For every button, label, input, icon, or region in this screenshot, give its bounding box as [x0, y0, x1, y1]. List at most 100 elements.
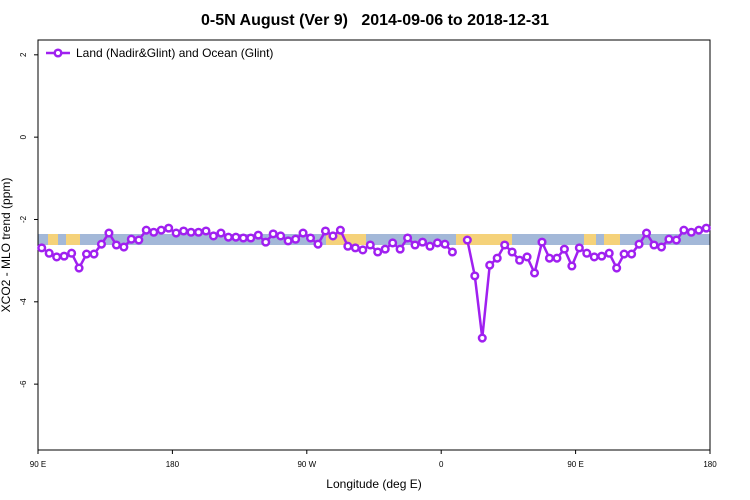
point	[589, 252, 599, 262]
point	[283, 236, 293, 246]
point	[156, 225, 166, 235]
legend-label: Land (Nadir&Glint) and Ocean (Glint)	[76, 46, 273, 60]
point	[67, 248, 77, 258]
point	[246, 233, 256, 243]
point	[373, 247, 383, 257]
point	[261, 237, 271, 247]
point	[37, 243, 47, 253]
point	[335, 225, 345, 235]
point	[305, 233, 316, 243]
point	[515, 255, 525, 265]
x-tick-label: 90 E	[567, 460, 583, 469]
point	[81, 249, 92, 259]
point	[447, 247, 457, 257]
y-tick-label: -4	[19, 298, 28, 306]
point	[686, 227, 696, 237]
point	[417, 237, 428, 247]
point	[671, 235, 681, 245]
point	[462, 235, 472, 245]
point	[604, 248, 614, 258]
point	[96, 239, 107, 249]
point	[529, 268, 540, 278]
point	[485, 260, 495, 270]
point	[298, 228, 308, 238]
point	[141, 225, 151, 235]
plot-frame	[37, 39, 711, 451]
point	[313, 239, 323, 249]
point	[440, 239, 450, 249]
point	[328, 231, 338, 241]
point	[403, 233, 413, 243]
x-tick-label: 180	[703, 460, 717, 469]
point	[582, 248, 592, 258]
x-axis-label: Longitude (deg E)	[326, 477, 421, 491]
point	[425, 241, 435, 251]
x-tick-label: 90 E	[30, 460, 46, 469]
point	[410, 240, 420, 250]
point	[701, 223, 711, 233]
legend-marker	[53, 48, 63, 58]
point	[59, 251, 69, 261]
land-ocean-band	[38, 234, 710, 245]
point	[537, 237, 547, 247]
point	[52, 252, 62, 262]
point	[432, 238, 443, 248]
point	[395, 244, 405, 254]
y-tick-label: 0	[19, 134, 28, 139]
point	[171, 228, 181, 238]
point	[634, 239, 644, 249]
point	[567, 261, 577, 271]
point	[694, 225, 704, 235]
point	[574, 243, 584, 253]
point	[664, 234, 674, 244]
point	[559, 244, 569, 254]
point	[126, 234, 136, 244]
point	[268, 229, 278, 239]
point	[656, 242, 667, 252]
point	[358, 245, 368, 255]
point	[208, 231, 219, 241]
point	[320, 226, 331, 236]
point	[216, 228, 226, 238]
point	[470, 271, 480, 281]
point	[223, 232, 233, 242]
point	[679, 225, 689, 235]
point	[641, 228, 652, 238]
point	[544, 253, 555, 263]
x-tick-label: 0	[439, 460, 444, 469]
y-axis-label: XCO2 - MLO trend (ppm)	[0, 178, 13, 313]
point	[597, 251, 607, 261]
point	[365, 240, 375, 250]
point	[627, 249, 637, 259]
point	[111, 240, 121, 250]
point	[380, 244, 390, 254]
point	[343, 241, 353, 251]
point	[477, 333, 487, 343]
point	[104, 228, 114, 238]
point	[238, 233, 248, 243]
point	[388, 238, 398, 248]
point	[552, 253, 562, 263]
y-tick-label: 2	[19, 52, 28, 57]
point	[74, 263, 84, 273]
y-tick-label: -2	[19, 215, 28, 223]
point	[89, 249, 99, 259]
point	[179, 226, 189, 236]
point	[492, 253, 502, 263]
point	[612, 263, 622, 273]
point	[500, 240, 510, 250]
point	[193, 227, 204, 237]
point	[253, 230, 263, 240]
point	[164, 223, 174, 233]
chart-title: 0-5N August (Ver 9) 2014-09-06 to 2018-1…	[201, 12, 549, 29]
point	[649, 240, 659, 250]
point	[291, 234, 301, 244]
point	[44, 248, 54, 258]
point	[619, 249, 629, 259]
point	[507, 247, 517, 257]
point	[134, 235, 144, 245]
point	[201, 226, 211, 236]
point	[276, 231, 286, 241]
